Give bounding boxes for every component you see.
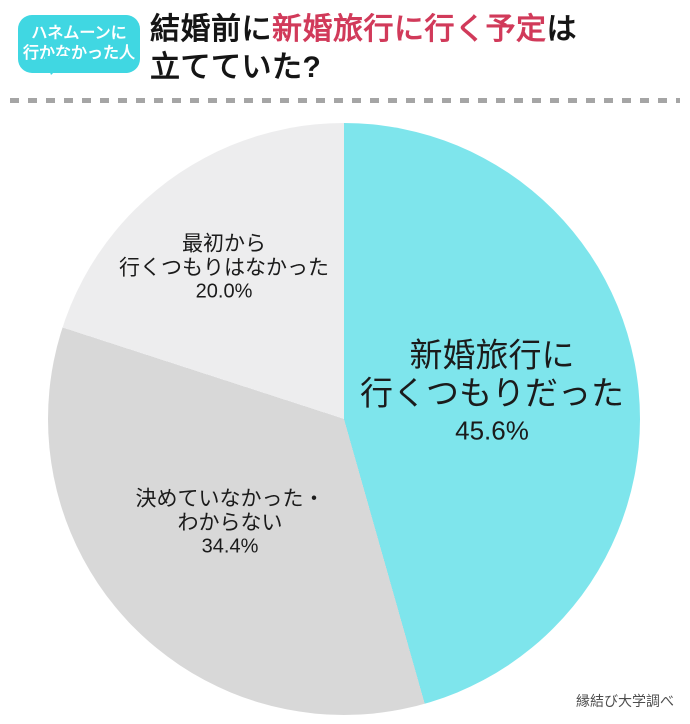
badge-text-line2: 行かなかった人 (22, 45, 135, 62)
pie-chart (48, 123, 640, 715)
slice-never-pct: 20.0% (195, 280, 253, 303)
speech-bubble-badge: ハネムーンに 行かなかった人 (18, 15, 140, 73)
slice-label-planned: 新婚旅行に 行くつもりだった 45.6% (360, 337, 624, 446)
slice-planned-line2: 行くつもりだった (360, 374, 624, 412)
slice-planned-pct: 45.6% (455, 415, 529, 446)
title-part1: 結婚前に (150, 13, 272, 46)
title-line2: 立てていた? (150, 51, 322, 84)
slice-undecided-line1: 決めていなかった・ (135, 487, 325, 511)
slice-never-line2: 行くつもりはなかった (119, 256, 329, 280)
slice-undecided-pct: 34.4% (201, 535, 259, 558)
source-credit: 縁結び大学調べ (576, 693, 674, 709)
slice-never-line1: 最初から (182, 232, 266, 256)
slice-label-never: 最初から 行くつもりはなかった 20.0% (119, 233, 329, 304)
dashed-divider (10, 98, 680, 103)
slice-undecided-line2: わからない (177, 511, 283, 535)
page-title: 結婚前に新婚旅行に行く予定は立てていた? (150, 0, 690, 87)
title-highlight: 新婚旅行に行く予定 (272, 13, 547, 46)
speech-bubble-tail-icon (44, 56, 71, 75)
title-part2: は (546, 13, 577, 46)
badge-text-line1: ハネムーンに (31, 25, 127, 42)
slice-planned-line1: 新婚旅行に (409, 336, 575, 374)
slice-label-undecided: 決めていなかった・ わからない 34.4% (136, 488, 325, 559)
